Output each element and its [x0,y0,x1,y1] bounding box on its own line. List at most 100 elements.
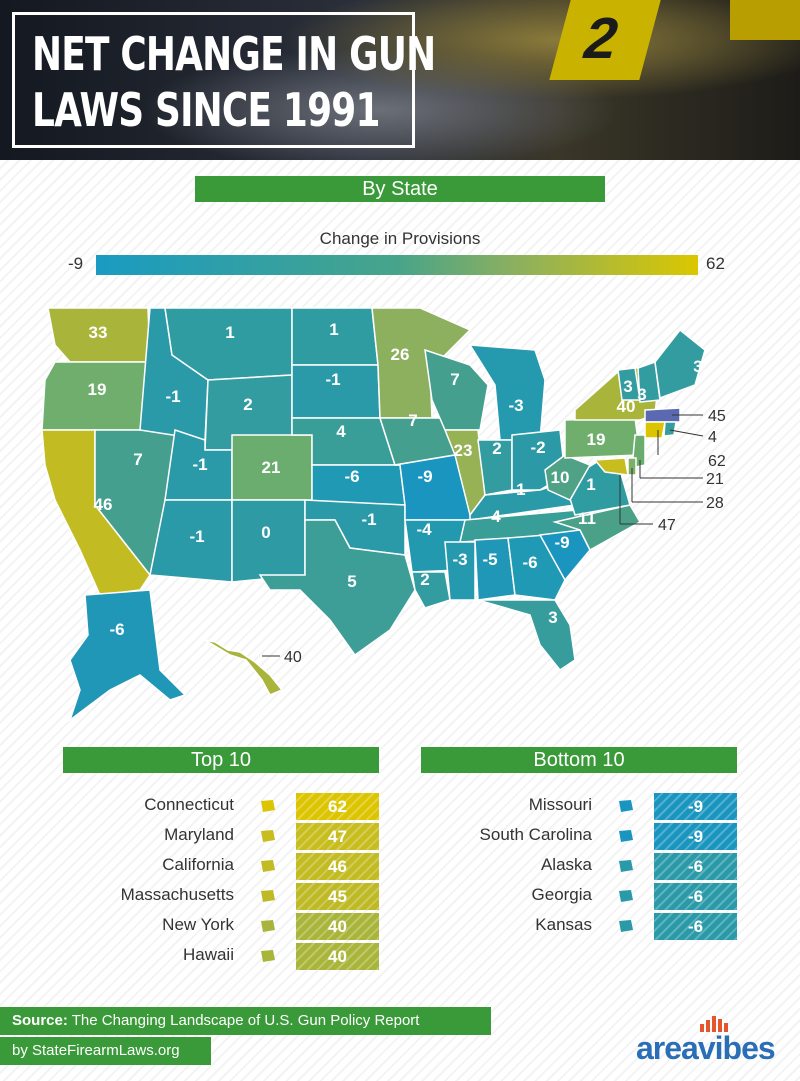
map-label-wa: 33 [89,323,108,342]
top-10-value: 62 [296,793,379,820]
bottom-10-state-name: South Carolina [479,825,592,844]
state-me [654,328,706,400]
map-label-ar: -4 [416,520,432,539]
state-ct [644,421,666,439]
kansas-icon [617,918,635,934]
title-line-1: NET CHANGE IN GUN [32,27,436,81]
map-label-ca: 46 [94,495,113,514]
by-line: by StateFirearmLaws.org [0,1037,211,1065]
page-title: NET CHANGE IN GUN LAWS SINCE 1991 [32,26,436,138]
map-label-ks: -6 [344,467,359,486]
state-la [411,571,451,609]
bottom-10-list: Missouri -9 South Carolina -9 Alaska -6 Georgi… [421,793,737,953]
bottom-10-state-name: Alaska [540,855,592,874]
map-label-nv: 7 [133,450,142,469]
bottom-10-heading: Bottom 10 [421,747,737,773]
map-label-nd: 1 [329,320,338,339]
map-label-pa: 19 [587,430,606,449]
legend-max: 62 [706,254,725,273]
maryland-icon [259,828,277,844]
map-label-ut: -1 [192,455,207,474]
top-10-value: 45 [296,883,379,910]
bottom-10-row: Alaska -6 [421,853,737,880]
map-label-az: -1 [189,527,204,546]
top-10-value: 46 [296,853,379,880]
map-label-il: 23 [454,441,473,460]
map-label-tn: 4 [491,507,501,526]
callout-lines [262,414,704,657]
bottom-10-row: Georgia -6 [421,883,737,910]
map-label-wy: 2 [243,395,252,414]
bottom-10-row: South Carolina -9 [421,823,737,850]
top-10-row: Massachusetts 45 [63,883,379,910]
legend-gradient [96,255,698,275]
bottom-10-state-name: Missouri [528,795,592,814]
map-label-nc: 11 [578,509,596,528]
massachusetts-icon [259,888,277,904]
map-label-ia: 7 [408,411,417,430]
callout-label-nj: 21 [706,471,724,488]
top-10-state-name: Maryland [164,825,234,844]
state-wv [544,454,592,501]
map-label-sc: -9 [554,533,569,552]
south-carolina-icon [617,828,635,844]
map-label-fl: 3 [548,608,557,627]
map-label-wv: 10 [551,468,570,487]
by-state-heading: By State [195,176,605,202]
hawaii-icon [259,948,277,964]
map-label-me: 3 [693,357,702,376]
map-label-vt: 3 [623,377,632,396]
top-10-heading: Top 10 [63,747,379,773]
callout-label-hi: 40 [284,649,302,666]
map-label-in: 2 [492,439,501,458]
map-label-la: 2 [420,570,429,589]
map-label-va: 1 [586,475,595,494]
top-10-state-name: New York [162,915,234,934]
map-label-mo: -9 [417,467,432,486]
title-line-2: LAWS SINCE 1991 [32,83,380,137]
map-label-mn: 26 [391,345,410,364]
top-10-list: Connecticut 62 Maryland 47 California 46 Massa… [63,793,379,983]
bottom-10-value: -9 [654,823,737,850]
california-icon [259,858,277,874]
map-label-co: 21 [262,458,281,477]
bottom-10-state-name: Georgia [531,885,592,904]
brand-bars-icon [700,1016,728,1032]
top-10-state-name: California [162,855,234,874]
map-label-or: 19 [88,380,107,399]
brand-logo: areavibes [636,1030,776,1066]
map-label-mi: -3 [508,396,523,415]
source-label: Source: [12,1012,68,1029]
map-label-nh: 3 [637,385,646,404]
map-label-ny: 40 [617,397,636,416]
map-label-ky: -1 [510,480,525,499]
top-10-value: 47 [296,823,379,850]
top-10-value: 40 [296,913,379,940]
bottom-10-value: -6 [654,883,737,910]
us-map: 3319467-112-1-12101-14-6-15267-9-42723-3… [41,307,726,723]
callout-label-ma: 45 [708,408,726,425]
top-10-state-name: Hawaii [182,945,234,964]
state-wi [424,348,489,431]
hero-banner: 2 NET CHANGE IN GUN LAWS SINCE 1991 [0,0,800,160]
bottom-10-row: Missouri -9 [421,793,737,820]
top-10-row: Connecticut 62 [63,793,379,820]
missouri-icon [617,798,635,814]
top-10-row: Hawaii 40 [63,943,379,970]
state-tx [258,519,416,657]
state-ms [444,541,476,601]
map-label-ak: -6 [109,620,124,639]
bottom-10-state-name: Kansas [535,915,592,934]
map-label-id: -1 [165,387,180,406]
state-de [627,457,637,476]
evidence-marker-number: 2 [576,6,627,71]
top-10-row: New York 40 [63,913,379,940]
evidence-marker: 2 [549,0,661,80]
bottom-10-value: -6 [654,913,737,940]
callout-label-ri: 4 [708,429,717,446]
connecticut-icon [259,798,277,814]
bottom-10-value: -9 [654,793,737,820]
state-fl [477,599,576,672]
top-10-state-name: Connecticut [144,795,234,814]
map-label-ne: 4 [336,422,346,441]
